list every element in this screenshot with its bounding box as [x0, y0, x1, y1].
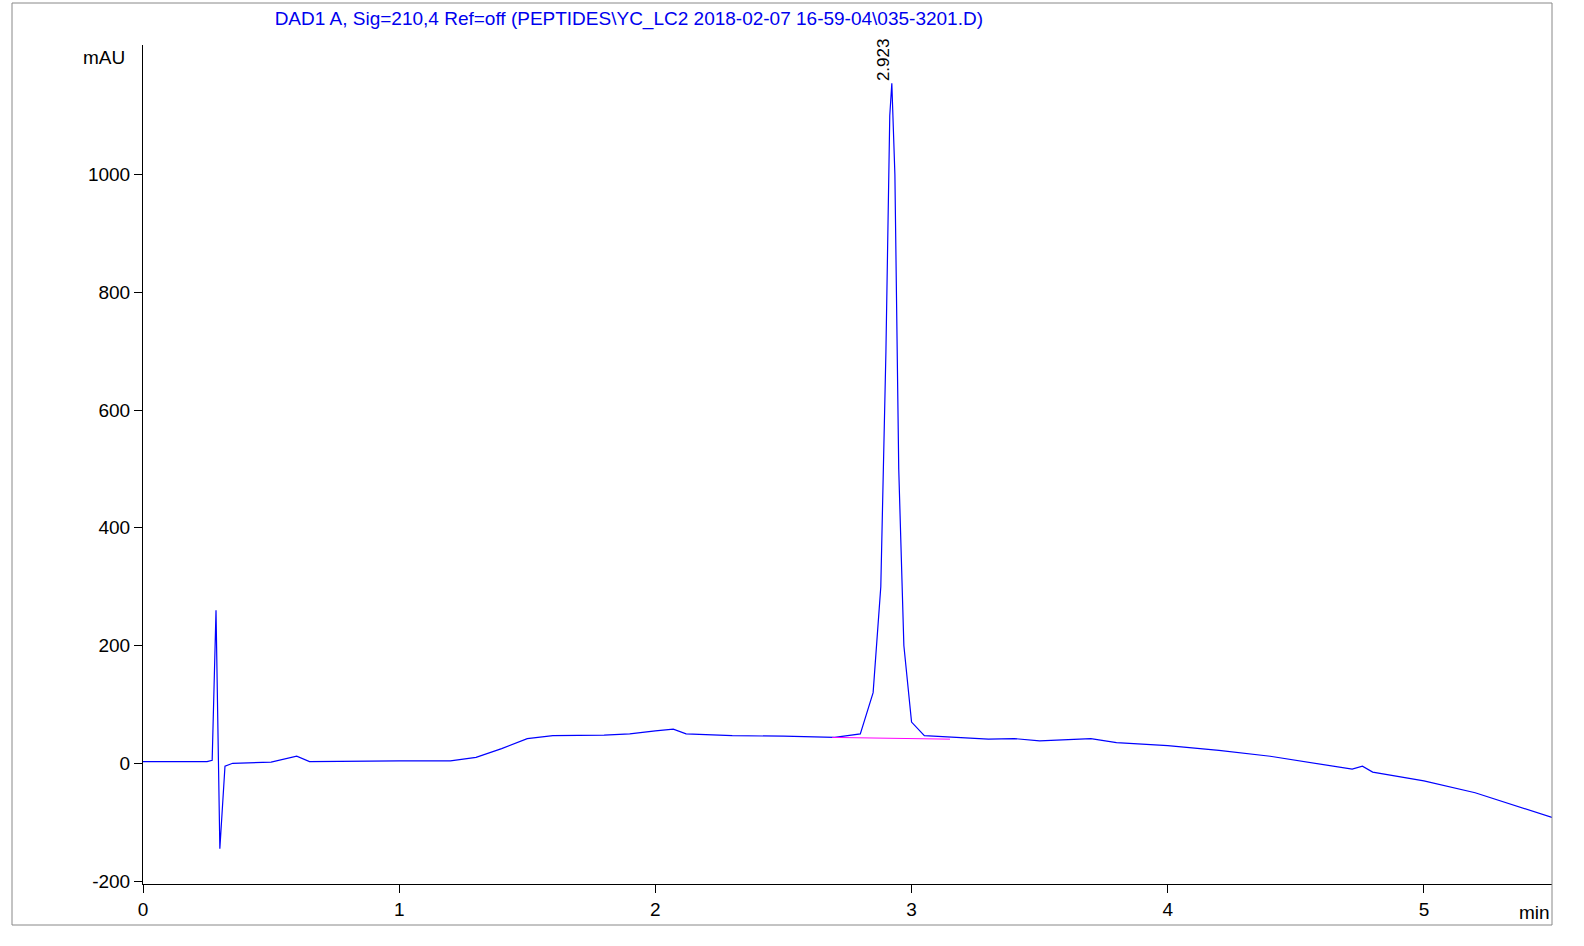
svg-text:800: 800 [98, 282, 130, 303]
svg-text:min: min [1519, 902, 1550, 923]
svg-text:3: 3 [906, 899, 917, 920]
svg-text:DAD1 A, Sig=210,4 Ref=off (PEP: DAD1 A, Sig=210,4 Ref=off (PEPTIDES\YC_L… [275, 8, 983, 30]
svg-text:600: 600 [98, 400, 130, 421]
svg-text:2: 2 [650, 899, 661, 920]
svg-text:2.923: 2.923 [874, 39, 893, 82]
svg-text:mAU: mAU [83, 47, 125, 68]
svg-text:200: 200 [98, 635, 130, 656]
svg-text:-200: -200 [92, 871, 130, 892]
svg-text:4: 4 [1162, 899, 1173, 920]
svg-text:1000: 1000 [88, 164, 130, 185]
svg-text:1: 1 [394, 899, 405, 920]
svg-text:5: 5 [1419, 899, 1430, 920]
svg-text:0: 0 [120, 753, 131, 774]
svg-text:400: 400 [98, 517, 130, 538]
svg-text:0: 0 [138, 899, 149, 920]
